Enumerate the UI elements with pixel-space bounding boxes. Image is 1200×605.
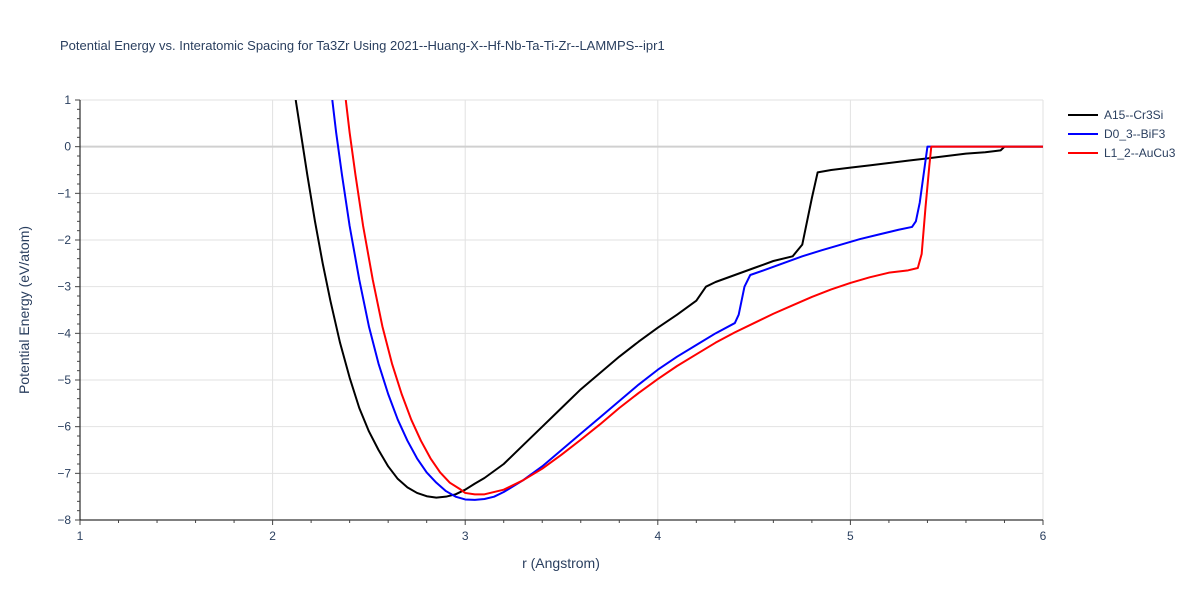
- y-tick-label: −6: [57, 420, 71, 434]
- x-tick-label: 3: [462, 529, 469, 543]
- legend-item[interactable]: L1_2--AuCu3: [1068, 146, 1176, 160]
- legend-label: L1_2--AuCu3: [1104, 146, 1176, 160]
- y-tick-label: −8: [57, 513, 71, 527]
- y-tick-label: −2: [57, 233, 71, 247]
- y-tick-label: −5: [57, 373, 71, 387]
- y-tick-label: −7: [57, 466, 71, 480]
- y-tick-label: −4: [57, 326, 71, 340]
- legend-item[interactable]: D0_3--BiF3: [1068, 127, 1166, 141]
- series-line-1[interactable]: [294, 100, 1043, 499]
- y-tick-label: −3: [57, 280, 71, 294]
- y-tick-label: 1: [64, 93, 71, 107]
- y-axis-title: Potential Energy (eV/atom): [16, 226, 32, 394]
- series-layer: [294, 100, 1043, 501]
- legend-label: A15--Cr3Si: [1104, 108, 1163, 122]
- series-line-2[interactable]: [331, 100, 1043, 501]
- y-tick-label: −1: [57, 186, 71, 200]
- chart-title: Potential Energy vs. Interatomic Spacing…: [60, 38, 665, 53]
- x-tick-label: 2: [269, 529, 276, 543]
- x-tick-label: 5: [847, 529, 854, 543]
- x-tick-label: 6: [1040, 529, 1047, 543]
- legend[interactable]: A15--Cr3Si D0_3--BiF3 L1_2--AuCu3: [1068, 108, 1176, 160]
- x-tick-label: 4: [654, 529, 661, 543]
- x-axis-title: r (Angstrom): [522, 555, 600, 571]
- axis-layer: 1 2 3 4 5 6 1 0 −1 −2 −3 −4 −5 −6 −7 −8: [57, 93, 1046, 543]
- series-line-3[interactable]: [344, 100, 1043, 496]
- legend-label: D0_3--BiF3: [1104, 127, 1166, 141]
- grid-layer: [80, 99, 1044, 520]
- legend-item[interactable]: A15--Cr3Si: [1068, 108, 1163, 122]
- x-tick-label: 1: [77, 529, 84, 543]
- y-tick-label: 0: [64, 140, 71, 154]
